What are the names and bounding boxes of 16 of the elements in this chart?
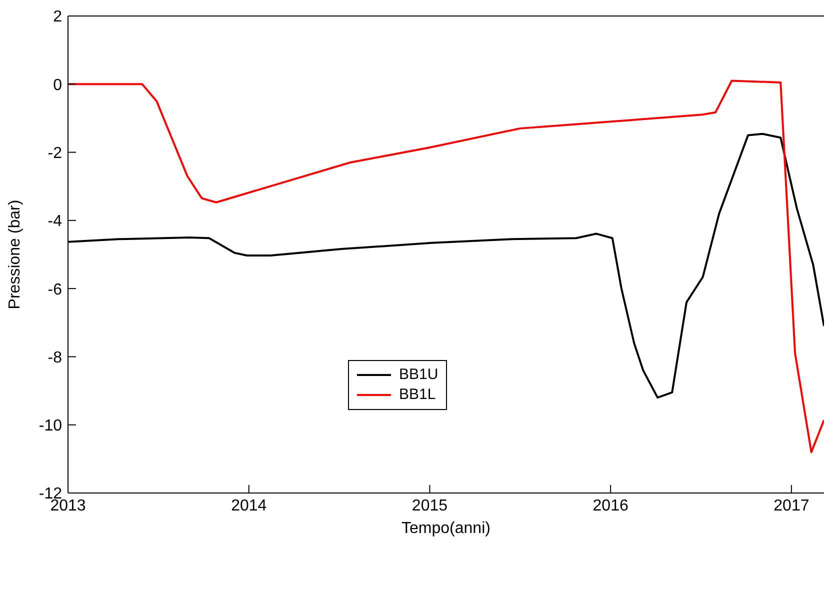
y-tick-label: -6 [48, 281, 62, 298]
y-tick-label: 2 [53, 8, 62, 26]
y-tick-label: 0 [53, 76, 62, 94]
y-tick-label: -2 [48, 144, 62, 162]
legend-label: BB1U [399, 365, 438, 385]
y-tick-label: -4 [48, 213, 62, 230]
x-tick-label: 2015 [412, 497, 448, 514]
y-tick-label: -10 [38, 418, 62, 435]
x-axis-title: Tempo(anni) [402, 520, 490, 537]
y-tick-label: -8 [48, 349, 62, 366]
x-tick-label: 2016 [592, 497, 628, 514]
x-tick-label: 2017 [774, 497, 810, 514]
y-axis-title: Pressione (bar) [6, 200, 24, 310]
legend-label: BB1L [399, 385, 436, 405]
x-tick-label: 2014 [231, 497, 267, 514]
line-series [68, 80, 824, 454]
